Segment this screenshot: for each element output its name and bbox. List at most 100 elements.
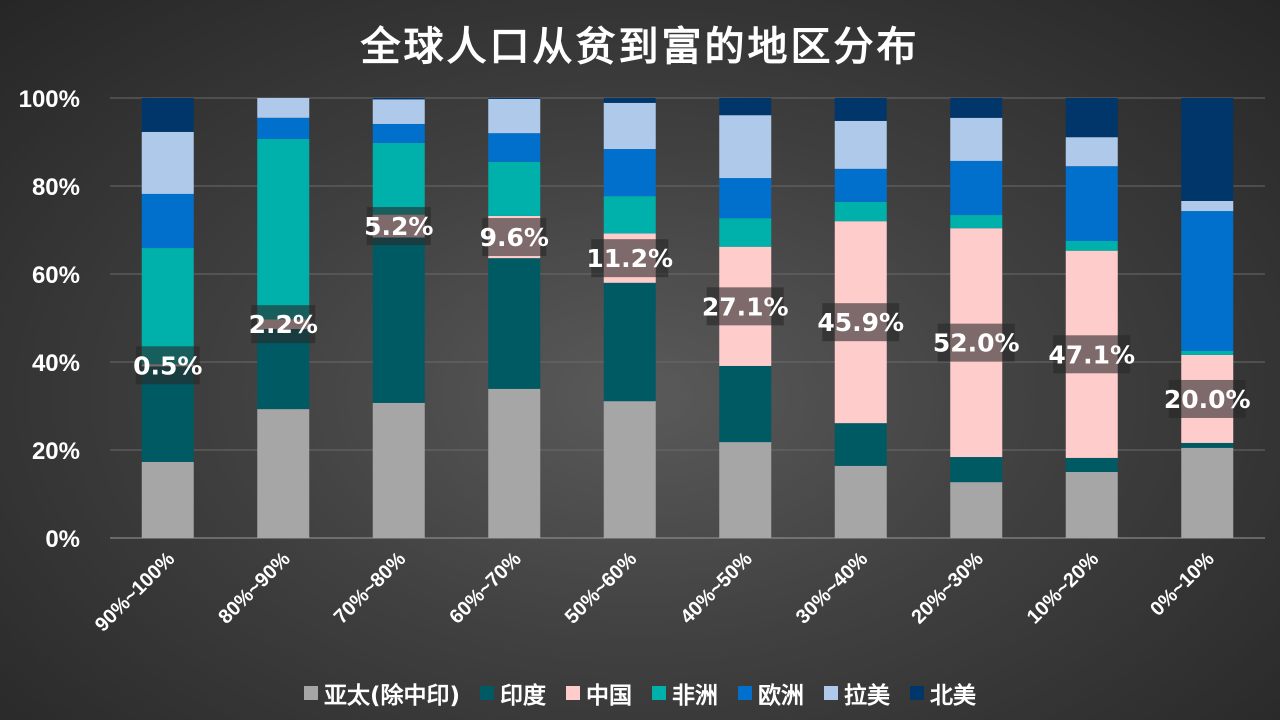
legend-label: 中国 bbox=[586, 683, 633, 709]
bar-segment bbox=[719, 365, 772, 443]
x-tick-label: 70%~80% bbox=[330, 548, 411, 629]
bar-segment bbox=[141, 248, 194, 365]
bar-segment bbox=[141, 131, 194, 194]
bar-segment bbox=[603, 196, 656, 234]
x-tick-label: 40%~50% bbox=[676, 548, 757, 629]
legend-label: 北美 bbox=[930, 683, 977, 709]
bar-segment bbox=[257, 138, 310, 320]
y-tick-label: 60% bbox=[32, 262, 80, 289]
legend-item: 亚太(除中印) bbox=[303, 676, 461, 710]
x-tick-label: 30%~40% bbox=[792, 548, 873, 629]
bar-segment bbox=[488, 98, 541, 99]
bar-segment bbox=[719, 115, 772, 179]
bar-segment bbox=[141, 98, 194, 132]
bar-segment bbox=[603, 282, 656, 402]
legend-label: 非洲 bbox=[672, 683, 719, 709]
data-label-box bbox=[937, 323, 1015, 362]
bar-segment bbox=[488, 133, 541, 162]
x-tick-label: 80%~90% bbox=[214, 548, 295, 629]
bar-segment bbox=[257, 98, 310, 118]
bar-segment bbox=[141, 461, 194, 538]
legend-item: 印度 bbox=[480, 676, 546, 710]
data-label: 47.1% bbox=[1048, 340, 1135, 369]
bar-segment bbox=[488, 388, 541, 538]
x-tick-label: 10%~20% bbox=[1023, 548, 1104, 629]
bar-segment bbox=[1065, 166, 1118, 241]
y-tick-label: 80% bbox=[32, 174, 80, 201]
bar-segment bbox=[603, 149, 656, 197]
data-label-box bbox=[1053, 335, 1131, 374]
chart-title: 全球人口从贫到富的地区分布 bbox=[360, 23, 920, 70]
bar-segment bbox=[257, 409, 310, 538]
bar-segment bbox=[950, 457, 1003, 483]
bar-segment bbox=[1065, 98, 1118, 138]
data-label-box bbox=[482, 218, 547, 257]
legend-label: 亚太(除中印) bbox=[323, 683, 461, 709]
data-label-box bbox=[1168, 379, 1246, 418]
bar-segment bbox=[603, 401, 656, 538]
legend-item: 北美 bbox=[910, 676, 976, 710]
legend-swatch bbox=[303, 686, 318, 700]
data-label-box bbox=[135, 346, 200, 385]
bar-segment bbox=[1181, 447, 1234, 538]
data-label: 9.6% bbox=[480, 223, 549, 252]
bar-segment bbox=[719, 178, 772, 219]
bar-segment bbox=[834, 201, 887, 222]
data-label-box bbox=[706, 287, 784, 326]
x-tick-label: 60%~70% bbox=[445, 548, 526, 629]
bar-segment bbox=[372, 142, 425, 215]
x-tick-label: 20%~30% bbox=[907, 548, 988, 629]
data-label: 11.2% bbox=[586, 244, 673, 273]
bar-segment bbox=[257, 117, 310, 139]
bar-segment bbox=[1181, 351, 1234, 355]
data-label-box bbox=[251, 305, 316, 344]
data-label: 52.0% bbox=[933, 329, 1020, 358]
bar-segment bbox=[1181, 98, 1234, 201]
legend-item: 欧洲 bbox=[738, 676, 804, 710]
bar-segment bbox=[834, 465, 887, 538]
bar-segment bbox=[372, 98, 425, 100]
data-label: 27.1% bbox=[702, 292, 789, 321]
y-tick-label: 40% bbox=[32, 350, 80, 377]
bar-segment bbox=[488, 98, 541, 134]
bar-segment bbox=[834, 98, 887, 121]
bar-segment bbox=[603, 98, 656, 103]
data-label-box bbox=[366, 207, 431, 246]
data-label: 20.0% bbox=[1164, 385, 1251, 414]
bar-segment bbox=[950, 215, 1003, 229]
y-tick-label: 0% bbox=[45, 526, 80, 553]
legend: 亚太(除中印) 印度 中国 非洲 欧洲 拉美 北美 bbox=[0, 676, 1280, 710]
bar-segment bbox=[1181, 211, 1234, 351]
bar-segment bbox=[950, 160, 1003, 216]
legend-swatch bbox=[738, 686, 753, 700]
bar-segment bbox=[950, 117, 1003, 161]
bar-segment bbox=[488, 258, 541, 389]
legend-label: 印度 bbox=[500, 683, 547, 709]
data-label: 45.9% bbox=[817, 308, 904, 337]
x-tick-label: 0%~10% bbox=[1146, 548, 1219, 621]
bar-segment bbox=[950, 98, 1003, 118]
bar-segment bbox=[719, 442, 772, 538]
bar-segment bbox=[603, 102, 656, 150]
legend-label: 欧洲 bbox=[758, 683, 805, 709]
bar-segment bbox=[372, 123, 425, 143]
data-label-box bbox=[591, 239, 669, 278]
bar-segment bbox=[834, 423, 887, 466]
bar-segment bbox=[1065, 472, 1118, 538]
y-tick-label: 20% bbox=[32, 438, 80, 465]
bar-segment bbox=[1065, 457, 1118, 472]
y-tick-label: 100% bbox=[19, 86, 80, 113]
legend-item: 拉美 bbox=[824, 676, 890, 710]
bar-segment bbox=[834, 120, 887, 169]
legend-swatch bbox=[480, 686, 495, 700]
bar-segment bbox=[834, 168, 887, 202]
legend-label: 拉美 bbox=[844, 683, 891, 709]
x-tick-label: 90%~100% bbox=[91, 548, 179, 636]
bar-segment bbox=[141, 193, 194, 249]
legend-swatch bbox=[910, 686, 925, 700]
bar-segment bbox=[1181, 442, 1234, 448]
bar-segment bbox=[719, 218, 772, 247]
bar-segment bbox=[950, 482, 1003, 538]
bar-segment bbox=[488, 161, 541, 216]
